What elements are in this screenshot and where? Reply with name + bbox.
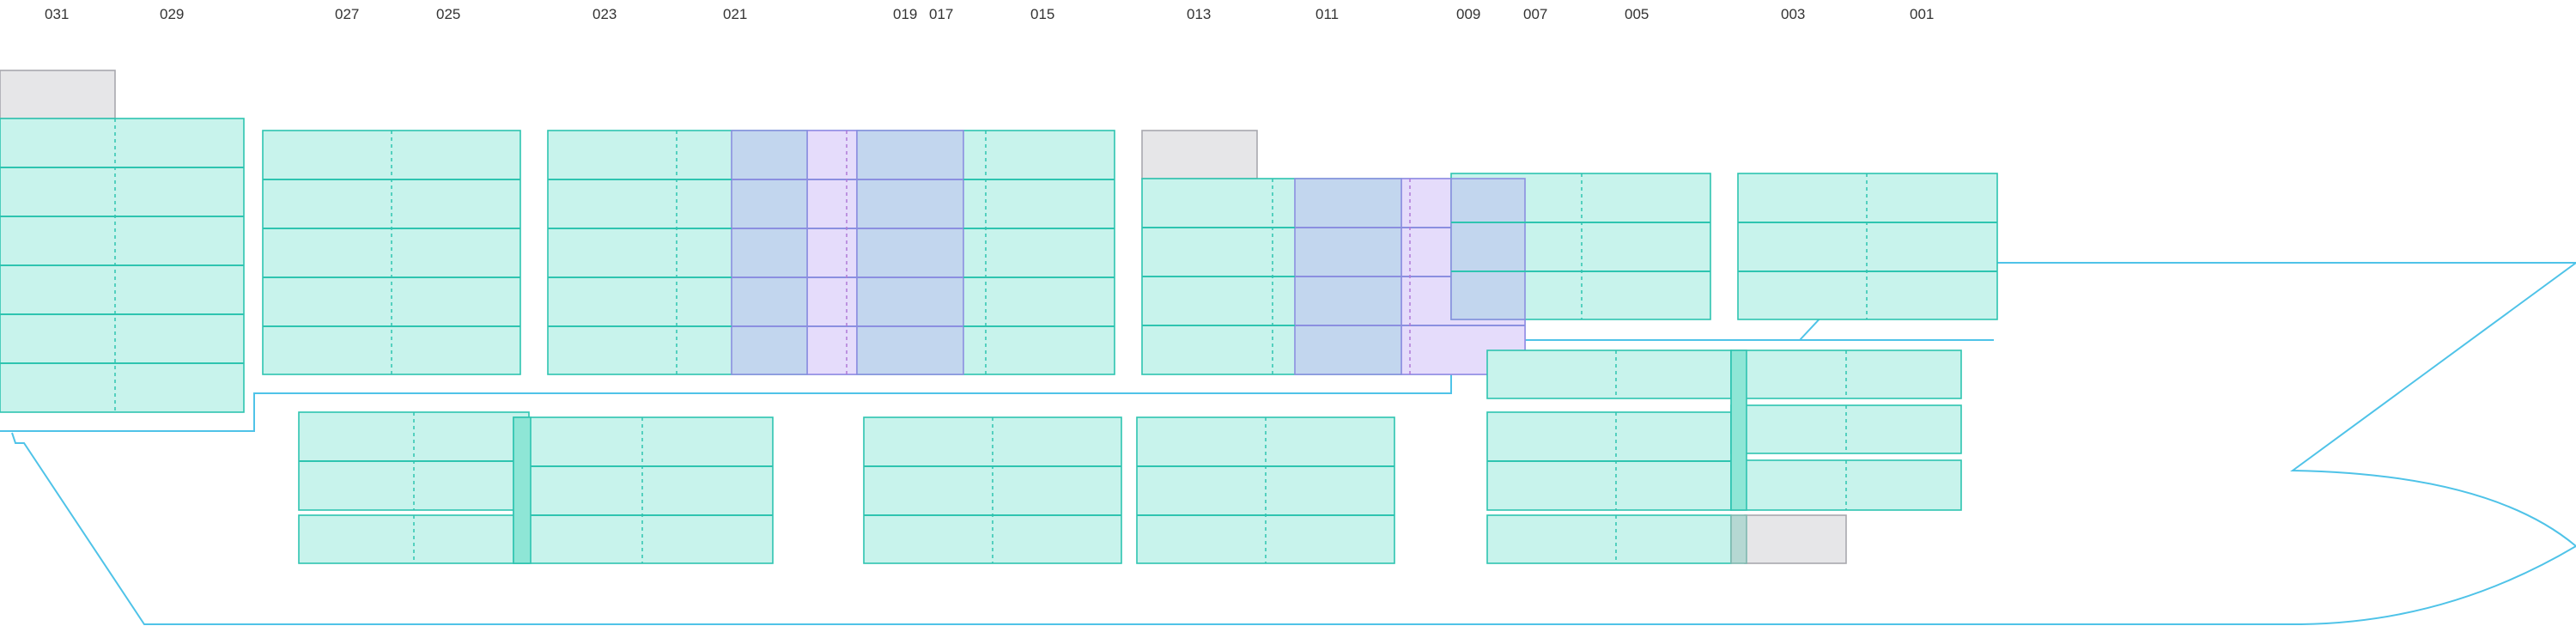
container-stack[interactable] bbox=[262, 130, 521, 375]
hold-stack-027-025 bbox=[298, 411, 774, 564]
selected-slot[interactable] bbox=[731, 130, 808, 375]
bay-label-017: 017 bbox=[929, 6, 953, 22]
bay-label-015: 015 bbox=[1030, 6, 1054, 22]
bay-label-029: 029 bbox=[160, 6, 184, 22]
empty-slot[interactable] bbox=[1744, 514, 1847, 564]
empty-slot[interactable] bbox=[1141, 130, 1258, 179]
bay-label-001: 001 bbox=[1910, 6, 1934, 22]
bay-label-007: 007 bbox=[1523, 6, 1547, 22]
hold-container[interactable] bbox=[1486, 514, 1732, 564]
container-stack[interactable] bbox=[1737, 173, 1998, 320]
bay-stack-023-015 bbox=[547, 130, 1115, 375]
bay-label-013: 013 bbox=[1187, 6, 1211, 22]
selected-slot[interactable] bbox=[856, 130, 964, 375]
bay-label-023: 023 bbox=[592, 6, 617, 22]
selected-slot[interactable] bbox=[1450, 178, 1526, 320]
bay-label-025: 025 bbox=[436, 6, 460, 22]
hatch-cover bbox=[1730, 514, 1747, 564]
hatch-cover bbox=[513, 416, 532, 564]
bay-stack-013-009 bbox=[1141, 178, 1526, 375]
hold-stack-015-013 bbox=[1136, 416, 1395, 564]
bay-label-021: 021 bbox=[723, 6, 747, 22]
highlighted-slot[interactable] bbox=[806, 130, 858, 375]
bay-label-031: 031 bbox=[45, 6, 69, 22]
empty-slot[interactable] bbox=[0, 70, 116, 119]
bay-label-011: 011 bbox=[1315, 6, 1339, 22]
bay-stack-031-029 bbox=[0, 118, 245, 413]
hatch-cover bbox=[1730, 349, 1747, 511]
bay-stack-007-005 bbox=[1450, 173, 1711, 320]
bay-stack-027-025 bbox=[262, 130, 521, 375]
bay-label-003: 003 bbox=[1781, 6, 1805, 22]
bay-label-019: 019 bbox=[893, 6, 917, 22]
bay-label-009: 009 bbox=[1456, 6, 1480, 22]
bay-label-005: 005 bbox=[1625, 6, 1649, 22]
bay-labels: 031 029 027 025 023 021 019 017 015 013 … bbox=[45, 6, 1934, 22]
hull-deck-line bbox=[0, 339, 1994, 432]
bay-stack-003-001 bbox=[1737, 173, 1998, 320]
hold-container[interactable] bbox=[863, 416, 1122, 564]
bay-label-027: 027 bbox=[335, 6, 359, 22]
hold-stack-007-001 bbox=[1486, 349, 1962, 564]
empty-slots bbox=[0, 70, 1847, 564]
hold-container[interactable] bbox=[1486, 349, 1732, 399]
hold-stack-019-017 bbox=[863, 416, 1122, 564]
hold-container[interactable] bbox=[1136, 416, 1395, 564]
hold-container[interactable] bbox=[513, 416, 774, 564]
